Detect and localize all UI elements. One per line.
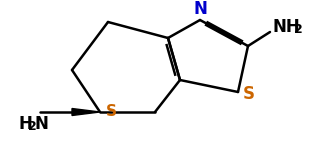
Polygon shape bbox=[72, 109, 100, 116]
Text: 2: 2 bbox=[28, 120, 37, 133]
Text: H: H bbox=[18, 115, 32, 133]
Text: S: S bbox=[243, 85, 255, 103]
Text: S: S bbox=[106, 104, 117, 119]
Text: NH: NH bbox=[272, 18, 300, 36]
Text: 2: 2 bbox=[294, 23, 303, 36]
Text: N: N bbox=[193, 0, 207, 18]
Text: N: N bbox=[35, 115, 49, 133]
